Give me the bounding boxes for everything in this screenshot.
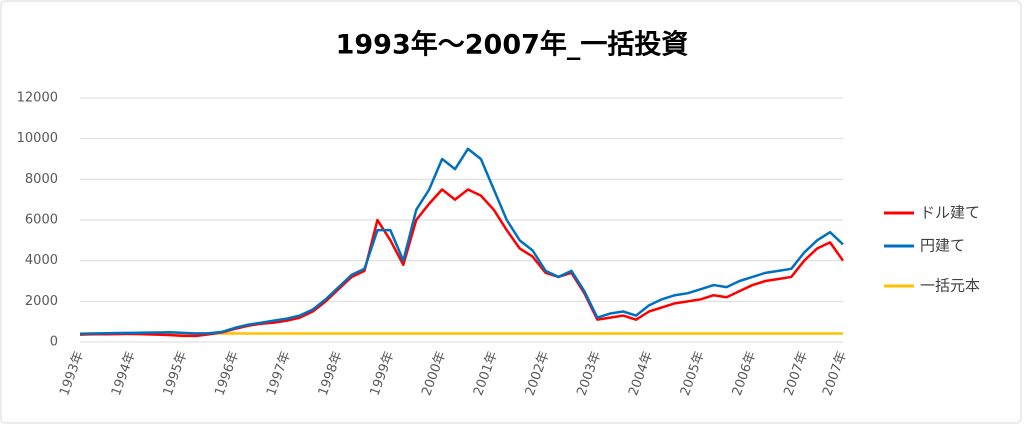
legend-label: 一括元本 xyxy=(920,277,980,295)
y-tick-label: 0 xyxy=(50,335,58,350)
legend-label: ドル建て xyxy=(920,204,980,222)
y-tick-label: 2000 xyxy=(25,294,58,309)
y-tick-label: 10000 xyxy=(17,131,58,146)
legend-label: 円建て xyxy=(920,237,965,255)
y-tick-label: 4000 xyxy=(25,253,58,268)
series-line xyxy=(79,147,844,336)
series-line xyxy=(79,188,845,338)
y-tick-label: 8000 xyxy=(25,172,58,187)
y-tick-label: 12000 xyxy=(17,91,58,106)
y-tick-label: 6000 xyxy=(25,213,58,228)
chart-title: 1993年～2007年_一括投資 xyxy=(336,29,689,61)
